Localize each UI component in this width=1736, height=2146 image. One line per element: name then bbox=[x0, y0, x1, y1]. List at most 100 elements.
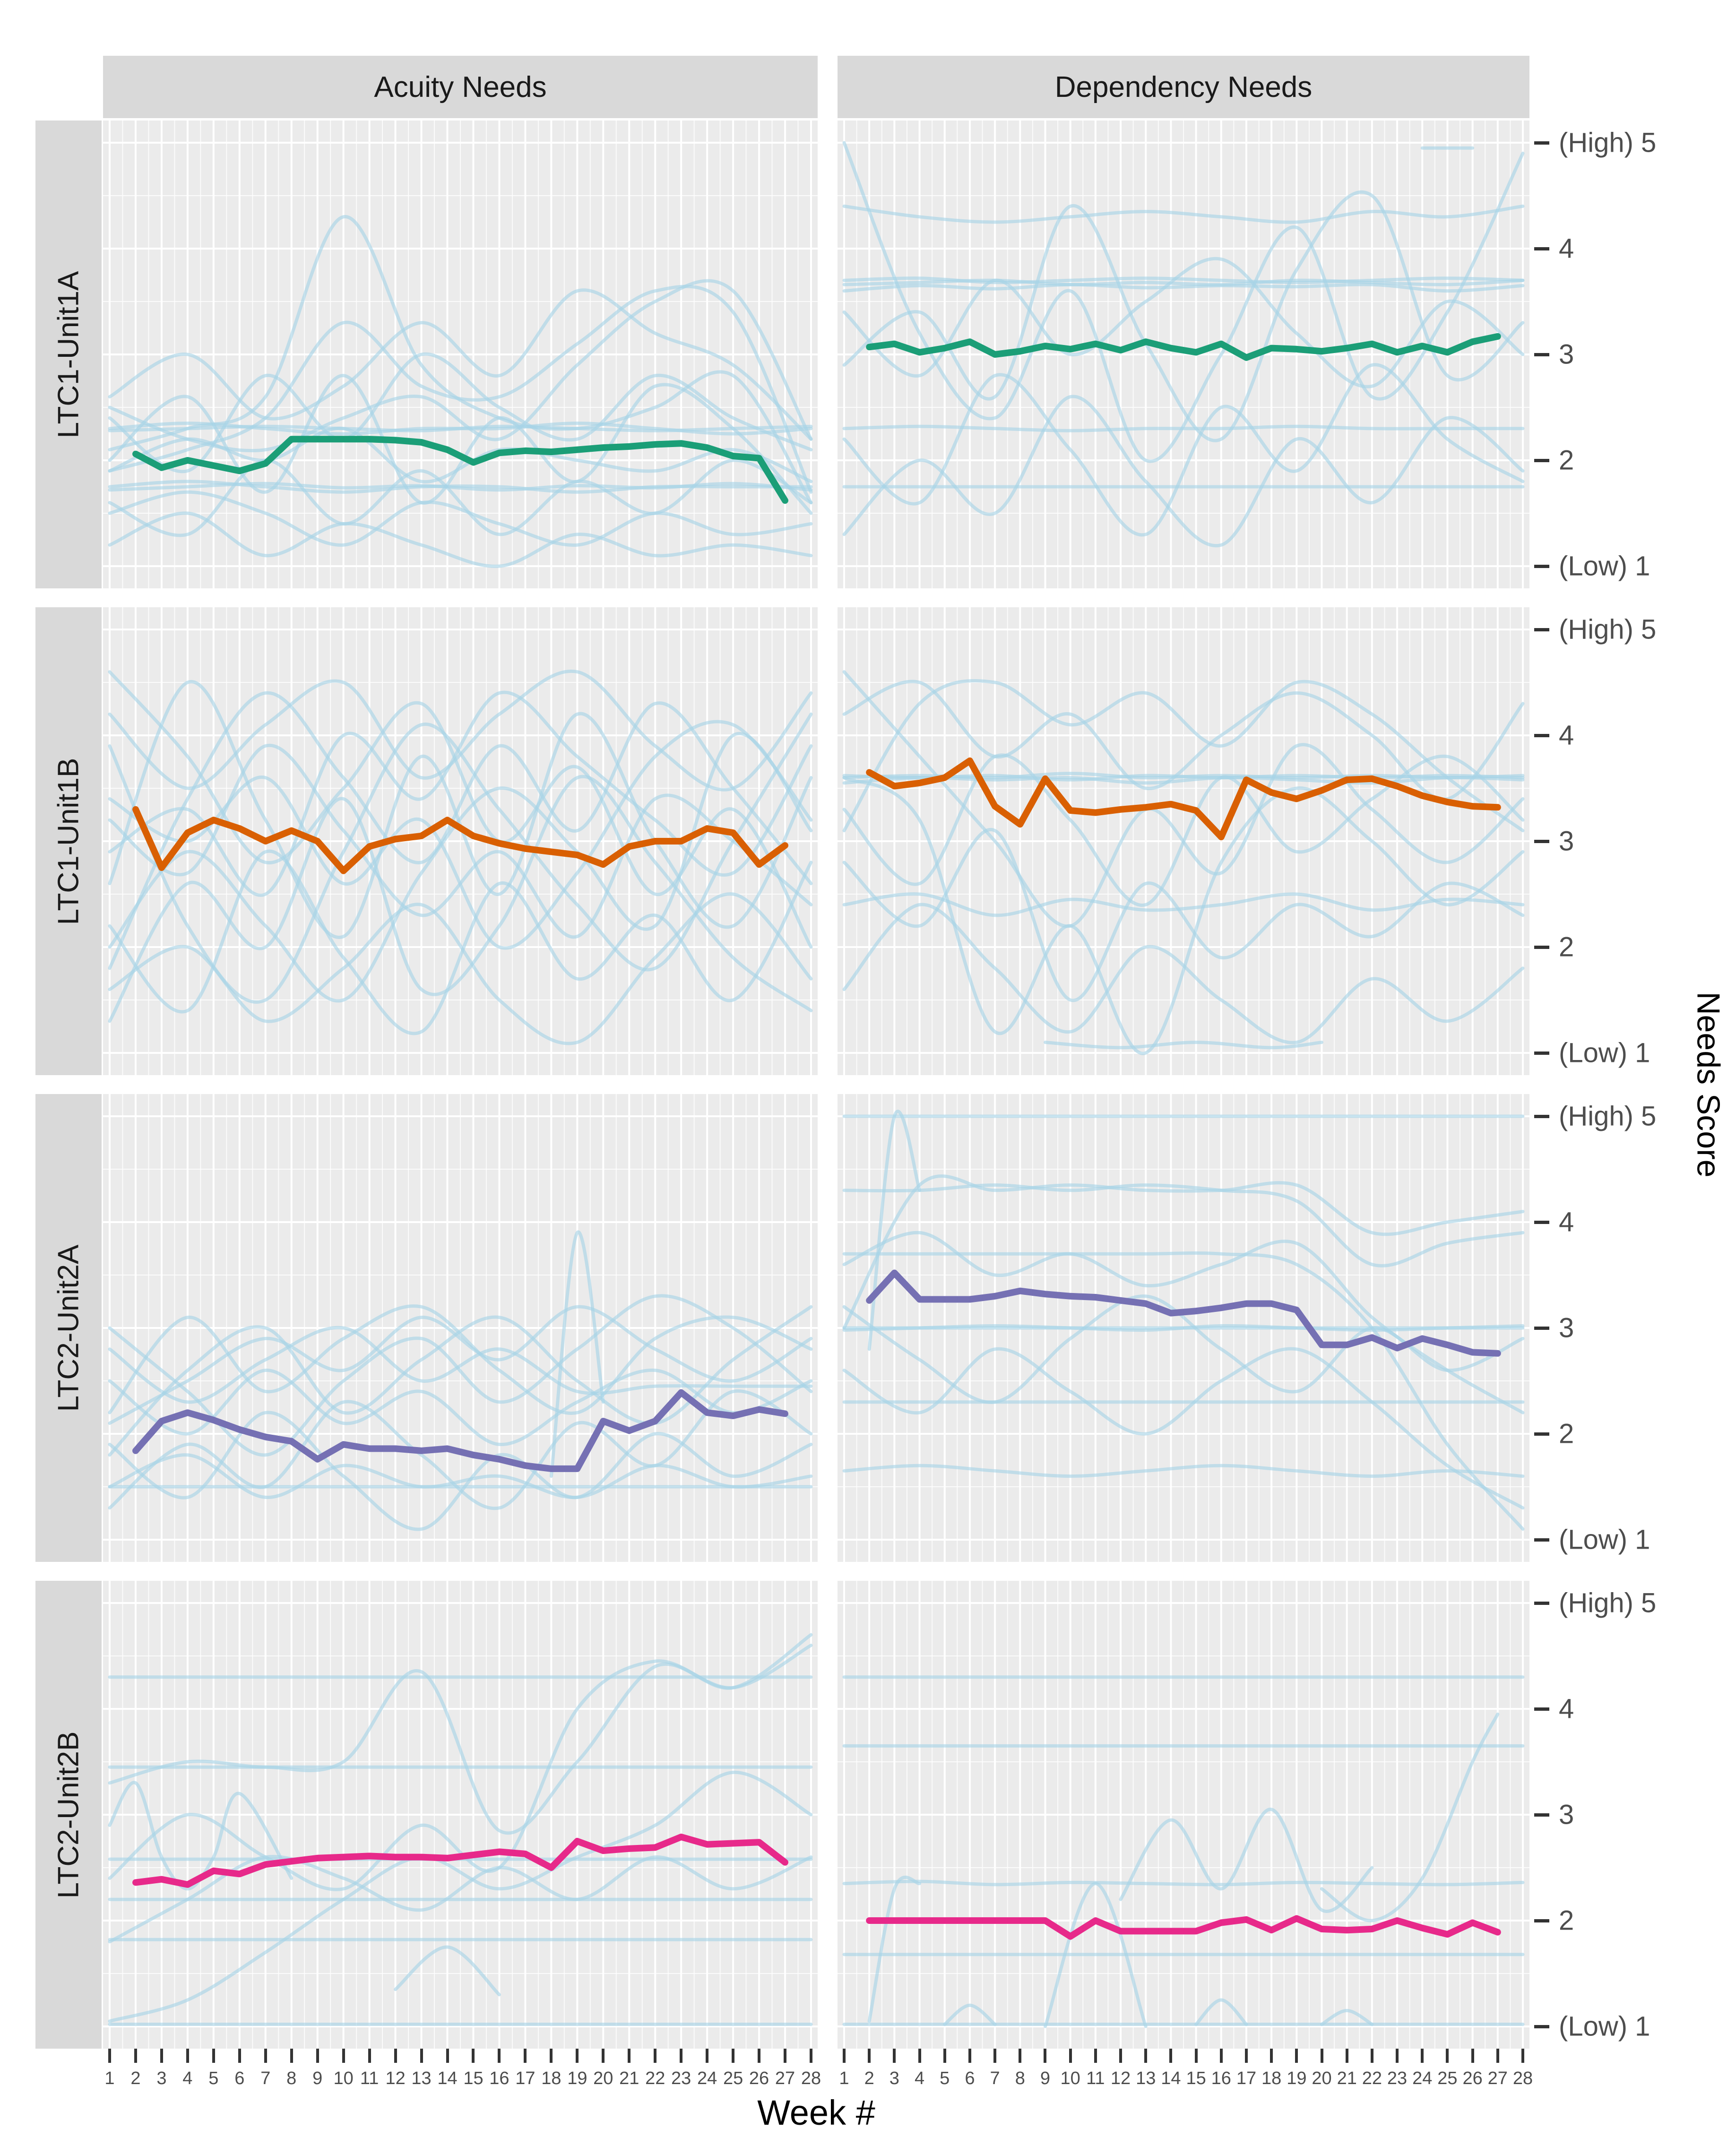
x-tick-label: 9 bbox=[1040, 2068, 1051, 2088]
column-strip-acuity: Acuity Needs bbox=[103, 56, 818, 118]
x-tick-label: 14 bbox=[437, 2068, 458, 2088]
y-axis-tick bbox=[1534, 141, 1549, 145]
x-axis-tick bbox=[732, 2049, 735, 2063]
x-axis-tick bbox=[342, 2049, 345, 2063]
x-tick-label: 21 bbox=[1337, 2068, 1357, 2088]
x-axis-tick bbox=[420, 2049, 423, 2063]
x-axis-tick bbox=[368, 2049, 371, 2063]
x-axis-tick bbox=[108, 2049, 111, 2063]
x-tick-label: 25 bbox=[1437, 2068, 1458, 2088]
x-tick-label: 2 bbox=[130, 2068, 141, 2088]
y-tick-label: 2 bbox=[1559, 931, 1574, 963]
x-tick-label: 5 bbox=[940, 2068, 950, 2088]
y-tick-label: (High) 5 bbox=[1559, 614, 1657, 645]
row-strip: LTC2-Unit2B bbox=[35, 1581, 102, 2049]
x-tick-label: 10 bbox=[1060, 2068, 1080, 2088]
y-tick-label: (Low) 1 bbox=[1559, 1524, 1650, 1555]
x-tick-label: 2 bbox=[864, 2068, 874, 2088]
x-axis: 1 2 3 4 5 6 7 8 9 10 11 12 13 14 15 16 17 18 19 20 21 22 23 24 2… bbox=[0, 2049, 1736, 2105]
x-axis-tick bbox=[1094, 2049, 1097, 2063]
y-tick-label: 4 bbox=[1559, 720, 1574, 751]
panel-acuity bbox=[103, 1094, 818, 1562]
x-axis-tick bbox=[758, 2049, 761, 2063]
x-tick-label: 6 bbox=[965, 2068, 975, 2088]
x-axis-tick bbox=[993, 2049, 997, 2063]
x-axis-tick bbox=[1270, 2049, 1273, 2063]
y-tick-label: 3 bbox=[1559, 1799, 1574, 1830]
x-tick-label: 7 bbox=[260, 2068, 271, 2088]
x-axis-tick bbox=[316, 2049, 319, 2063]
x-axis-tick bbox=[968, 2049, 971, 2063]
row-strip: LTC2-Unit2A bbox=[35, 1094, 102, 1562]
x-axis-tick bbox=[1496, 2049, 1499, 2063]
y-axis-tick bbox=[1534, 2025, 1549, 2028]
y-tick-label: 2 bbox=[1559, 1905, 1574, 1936]
x-axis-tick bbox=[160, 2049, 163, 2063]
y-axis-tick bbox=[1534, 1327, 1549, 1330]
x-axis-tick bbox=[212, 2049, 215, 2063]
y-axis: (High) 5 4 3 2 (Low) 1 bbox=[1529, 121, 1733, 588]
x-tick-label: 12 bbox=[1110, 2068, 1131, 2088]
y-tick-label: 3 bbox=[1559, 826, 1574, 857]
y-axis: (High) 5 4 3 2 (Low) 1 bbox=[1529, 1581, 1733, 2049]
y-tick-label: (High) 5 bbox=[1559, 127, 1657, 158]
panel-acuity bbox=[103, 1581, 818, 2049]
x-axis-tick bbox=[1244, 2049, 1248, 2063]
row-strip-label: LTC1-Unit1B bbox=[52, 758, 85, 925]
row-strip: LTC1-Unit1B bbox=[35, 607, 102, 1075]
y-axis-tick bbox=[1534, 1221, 1549, 1224]
row-strip-label: LTC2-Unit2A bbox=[52, 1244, 85, 1412]
x-tick-label: 18 bbox=[1261, 2068, 1282, 2088]
panel-dependency bbox=[838, 1581, 1529, 2049]
x-axis-tick bbox=[576, 2049, 579, 2063]
y-axis: (High) 5 4 3 2 (Low) 1 bbox=[1529, 607, 1733, 1075]
x-axis-tick bbox=[1044, 2049, 1047, 2063]
column-strip-dependency-label: Dependency Needs bbox=[1054, 70, 1313, 103]
x-tick-label: 21 bbox=[619, 2068, 639, 2088]
x-tick-label: 22 bbox=[1362, 2068, 1382, 2088]
x-axis-tick bbox=[186, 2049, 189, 2063]
y-axis-tick bbox=[1534, 1602, 1549, 1605]
y-axis-tick bbox=[1534, 840, 1549, 843]
x-axis-tick bbox=[1194, 2049, 1198, 2063]
x-axis-tick bbox=[784, 2049, 787, 2063]
x-axis-tick bbox=[498, 2049, 501, 2063]
x-tick-label: 13 bbox=[411, 2068, 432, 2088]
x-tick-label: 23 bbox=[671, 2068, 691, 2088]
x-tick-label: 7 bbox=[990, 2068, 1000, 2088]
y-tick-label: (Low) 1 bbox=[1559, 2011, 1650, 2042]
panel-dependency bbox=[838, 607, 1529, 1075]
x-tick-label: 25 bbox=[723, 2068, 743, 2088]
facet-row-LTC1-Unit1B: LTC1-Unit1B (High) 5 4 3 2 (Low) 1 bbox=[0, 607, 1736, 1075]
x-axis-tick bbox=[1169, 2049, 1173, 2063]
y-tick-label: 3 bbox=[1559, 339, 1574, 370]
x-axis-tick bbox=[1219, 2049, 1223, 2063]
row-strip: LTC1-Unit1A bbox=[35, 121, 102, 588]
y-axis-tick bbox=[1534, 1432, 1549, 1436]
x-tick-label: 14 bbox=[1161, 2068, 1181, 2088]
x-tick-label: 9 bbox=[312, 2068, 323, 2088]
x-axis-tick bbox=[264, 2049, 267, 2063]
y-tick-label: 4 bbox=[1559, 1693, 1574, 1724]
x-axis-tick bbox=[1295, 2049, 1298, 2063]
x-axis-tick bbox=[1320, 2049, 1323, 2063]
x-axis-tick bbox=[810, 2049, 812, 2063]
y-axis-tick bbox=[1534, 247, 1549, 250]
facet-row-LTC2-Unit2B: LTC2-Unit2B (High) 5 4 3 2 (Low) 1 bbox=[0, 1581, 1736, 2049]
x-tick-label: 8 bbox=[1015, 2068, 1025, 2088]
x-tick-label: 1 bbox=[104, 2068, 115, 2088]
x-axis-tick bbox=[654, 2049, 657, 2063]
panel-dependency bbox=[838, 1094, 1529, 1562]
y-axis-tick bbox=[1534, 565, 1549, 568]
x-axis-tick bbox=[1144, 2049, 1148, 2063]
x-axis-tick bbox=[680, 2049, 683, 2063]
x-axis-tick bbox=[918, 2049, 921, 2063]
panel-dependency bbox=[838, 121, 1529, 588]
x-tick-label: 26 bbox=[749, 2068, 769, 2088]
x-axis-tick bbox=[1396, 2049, 1399, 2063]
y-tick-label: 2 bbox=[1559, 445, 1574, 476]
x-tick-label: 1 bbox=[839, 2068, 849, 2088]
x-tick-label: 15 bbox=[1186, 2068, 1206, 2088]
x-tick-label: 20 bbox=[593, 2068, 613, 2088]
x-tick-label: 11 bbox=[360, 2068, 379, 2088]
